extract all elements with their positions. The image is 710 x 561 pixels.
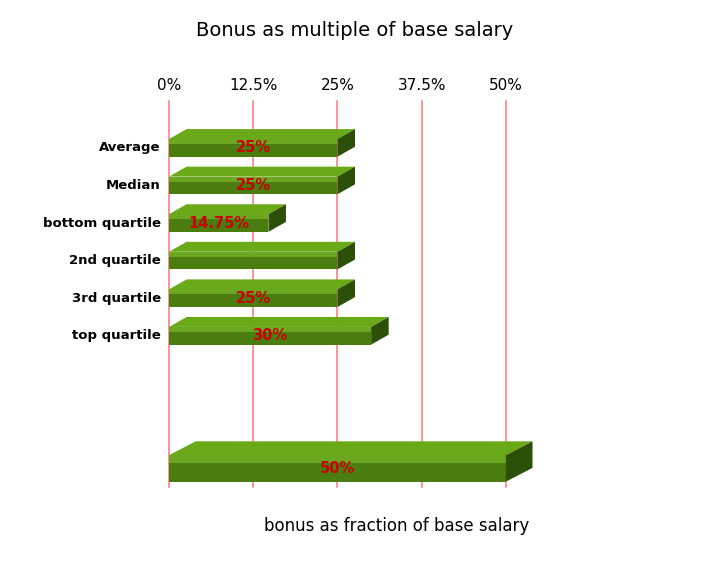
Polygon shape: [169, 327, 371, 332]
Polygon shape: [169, 242, 355, 252]
Polygon shape: [337, 242, 355, 269]
Text: 25%: 25%: [236, 140, 271, 155]
Text: 30%: 30%: [253, 328, 288, 343]
Polygon shape: [169, 455, 506, 482]
Polygon shape: [169, 214, 268, 219]
Text: bottom quartile: bottom quartile: [43, 217, 160, 229]
Text: bonus as fraction of base salary: bonus as fraction of base salary: [265, 517, 530, 535]
Text: 50%: 50%: [489, 78, 523, 93]
Polygon shape: [169, 139, 337, 157]
Polygon shape: [169, 214, 268, 232]
Text: Median: Median: [106, 179, 160, 192]
Polygon shape: [169, 252, 337, 269]
Text: 25%: 25%: [236, 291, 271, 306]
Polygon shape: [169, 167, 355, 177]
Polygon shape: [169, 139, 337, 144]
Polygon shape: [268, 204, 286, 232]
Polygon shape: [337, 279, 355, 307]
Text: 25%: 25%: [236, 178, 271, 193]
Text: 25%: 25%: [320, 78, 354, 93]
Text: 12.5%: 12.5%: [229, 78, 278, 93]
Text: 2nd quartile: 2nd quartile: [69, 254, 160, 267]
Text: 14.75%: 14.75%: [188, 215, 249, 231]
Polygon shape: [169, 327, 371, 344]
Polygon shape: [169, 129, 355, 139]
Text: 50%: 50%: [320, 461, 355, 476]
Text: top quartile: top quartile: [72, 329, 160, 342]
Polygon shape: [169, 442, 532, 455]
Polygon shape: [169, 289, 337, 307]
Polygon shape: [169, 252, 337, 257]
Text: 0%: 0%: [157, 78, 181, 93]
Polygon shape: [169, 177, 337, 194]
Polygon shape: [169, 289, 337, 295]
Text: 3rd quartile: 3rd quartile: [72, 292, 160, 305]
Polygon shape: [169, 455, 506, 463]
Polygon shape: [337, 129, 355, 157]
Text: 37.5%: 37.5%: [398, 78, 446, 93]
Polygon shape: [371, 317, 388, 344]
Polygon shape: [169, 204, 286, 214]
Polygon shape: [169, 317, 388, 327]
Polygon shape: [337, 167, 355, 194]
Text: Average: Average: [99, 141, 160, 154]
Polygon shape: [169, 279, 355, 289]
Polygon shape: [506, 442, 532, 482]
Polygon shape: [169, 177, 337, 182]
Text: Bonus as multiple of base salary: Bonus as multiple of base salary: [197, 21, 513, 40]
